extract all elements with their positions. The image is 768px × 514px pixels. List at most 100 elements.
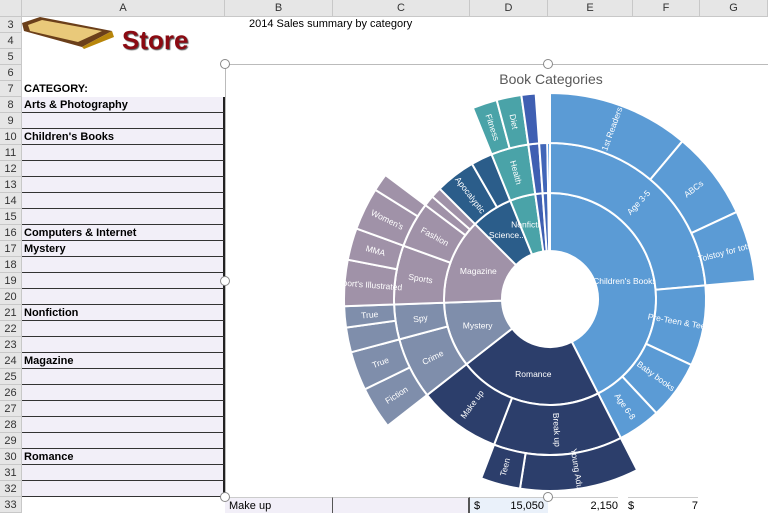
- empty-cell[interactable]: [22, 177, 225, 193]
- column-header[interactable]: G: [700, 0, 768, 17]
- row-header[interactable]: 3: [0, 17, 22, 33]
- empty-cell[interactable]: [22, 161, 225, 177]
- empty-cell[interactable]: [22, 417, 225, 433]
- chart-resize-handle-tl[interactable]: [220, 59, 230, 69]
- select-all-corner[interactable]: [0, 0, 22, 17]
- segment-label: Science...: [489, 230, 526, 240]
- sunburst-segment[interactable]: [690, 210, 757, 287]
- row-header[interactable]: 16: [0, 225, 22, 241]
- segment-label: Children's Books: [593, 276, 657, 286]
- column-header[interactable]: B: [225, 0, 333, 17]
- row-header[interactable]: 26: [0, 385, 22, 401]
- segment-label: Magazine: [460, 266, 497, 276]
- row-header[interactable]: 33: [0, 497, 22, 513]
- empty-cell[interactable]: [22, 433, 225, 449]
- value: 7: [691, 500, 698, 512]
- chart-resize-handle-top[interactable]: [543, 59, 553, 69]
- row-header[interactable]: 19: [0, 273, 22, 289]
- segment-label: Diet: [508, 113, 521, 130]
- row-header[interactable]: 21: [0, 305, 22, 321]
- segment-label: Mystery: [463, 320, 494, 330]
- row-header[interactable]: 14: [0, 193, 22, 209]
- row-header[interactable]: 12: [0, 161, 22, 177]
- currency-symbol: $: [628, 500, 635, 512]
- empty-cell[interactable]: [22, 145, 225, 161]
- book-logo: [22, 17, 114, 49]
- chart-resize-handle-left[interactable]: [220, 276, 230, 286]
- category-cell[interactable]: Children's Books: [22, 129, 225, 145]
- empty-cell[interactable]: [22, 481, 225, 497]
- sunburst-chart[interactable]: Book Categories Children's Books Age 3-5 1…: [225, 64, 768, 497]
- empty-cell[interactable]: [22, 401, 225, 417]
- row-header[interactable]: 11: [0, 145, 22, 161]
- chart-title: Book Categories: [499, 71, 603, 87]
- row-header[interactable]: 29: [0, 433, 22, 449]
- category-cell[interactable]: Magazine: [22, 353, 225, 369]
- empty-cell[interactable]: [22, 337, 225, 353]
- empty-cell[interactable]: [22, 193, 225, 209]
- cell-c33[interactable]: [333, 497, 470, 513]
- cell-f33[interactable]: $ 7: [628, 497, 698, 513]
- cell-e33[interactable]: 2,150: [548, 497, 618, 513]
- sunburst-segment[interactable]: [547, 191, 551, 253]
- empty-cell[interactable]: [22, 385, 225, 401]
- row-header[interactable]: 15: [0, 209, 22, 225]
- empty-cell[interactable]: [22, 289, 225, 305]
- category-cell[interactable]: Mystery: [22, 241, 225, 257]
- row-header[interactable]: 6: [0, 65, 22, 81]
- chart-resize-handle-bl[interactable]: [220, 492, 230, 502]
- row-header[interactable]: 4: [0, 33, 22, 49]
- category-cell[interactable]: Romance: [22, 449, 225, 465]
- column-header[interactable]: E: [548, 0, 633, 17]
- empty-cell[interactable]: [22, 369, 225, 385]
- cell-b33[interactable]: Make up: [225, 497, 333, 513]
- currency-symbol: $: [474, 500, 481, 512]
- empty-cell[interactable]: [22, 465, 225, 481]
- column-header[interactable]: C: [333, 0, 470, 17]
- category-cell[interactable]: Computers & Internet: [22, 225, 225, 241]
- segment-label: Spy: [412, 312, 429, 324]
- segment-label: Teen: [498, 457, 513, 478]
- sunburst-segment[interactable]: [546, 141, 551, 195]
- column-header[interactable]: D: [470, 0, 548, 17]
- row-header[interactable]: 7: [0, 81, 22, 97]
- row-header[interactable]: 5: [0, 49, 22, 65]
- empty-cell[interactable]: [22, 113, 225, 129]
- row-header[interactable]: 10: [0, 129, 22, 145]
- row-header[interactable]: 9: [0, 113, 22, 129]
- row-header[interactable]: 23: [0, 337, 22, 353]
- column-header[interactable]: F: [633, 0, 700, 17]
- row-header[interactable]: 31: [0, 465, 22, 481]
- empty-cell[interactable]: [22, 209, 225, 225]
- empty-cell[interactable]: [22, 321, 225, 337]
- row-header[interactable]: 8: [0, 97, 22, 113]
- row-header[interactable]: 30: [0, 449, 22, 465]
- cell-d33[interactable]: $ 15,050: [470, 497, 548, 513]
- segment-label: Romance: [515, 369, 552, 379]
- segment-label: Break up: [551, 413, 563, 448]
- column-header[interactable]: A: [22, 0, 225, 17]
- row-header[interactable]: 27: [0, 401, 22, 417]
- segment-label: Nonfiction: [511, 220, 549, 230]
- row-header[interactable]: 17: [0, 241, 22, 257]
- row-header[interactable]: 22: [0, 321, 22, 337]
- category-header: CATEGORY:: [24, 83, 88, 95]
- store-logo-text: Store: [122, 25, 189, 55]
- category-cell[interactable]: Arts & Photography: [22, 97, 225, 113]
- segment-label: True: [361, 309, 379, 320]
- row-header[interactable]: 18: [0, 257, 22, 273]
- segment-label: Sports: [408, 272, 434, 286]
- row-header[interactable]: 24: [0, 353, 22, 369]
- sheet-subtitle: 2014 Sales summary by category: [249, 18, 413, 30]
- row-header[interactable]: 25: [0, 369, 22, 385]
- sales-value: 15,050: [510, 500, 544, 512]
- chart-resize-handle-bottom[interactable]: [543, 492, 553, 502]
- category-cell[interactable]: Nonfiction: [22, 305, 225, 321]
- row-header[interactable]: 28: [0, 417, 22, 433]
- row-header[interactable]: 20: [0, 289, 22, 305]
- row-header[interactable]: 32: [0, 481, 22, 497]
- empty-cell[interactable]: [22, 257, 225, 273]
- row-header[interactable]: 13: [0, 177, 22, 193]
- empty-cell[interactable]: [22, 273, 225, 289]
